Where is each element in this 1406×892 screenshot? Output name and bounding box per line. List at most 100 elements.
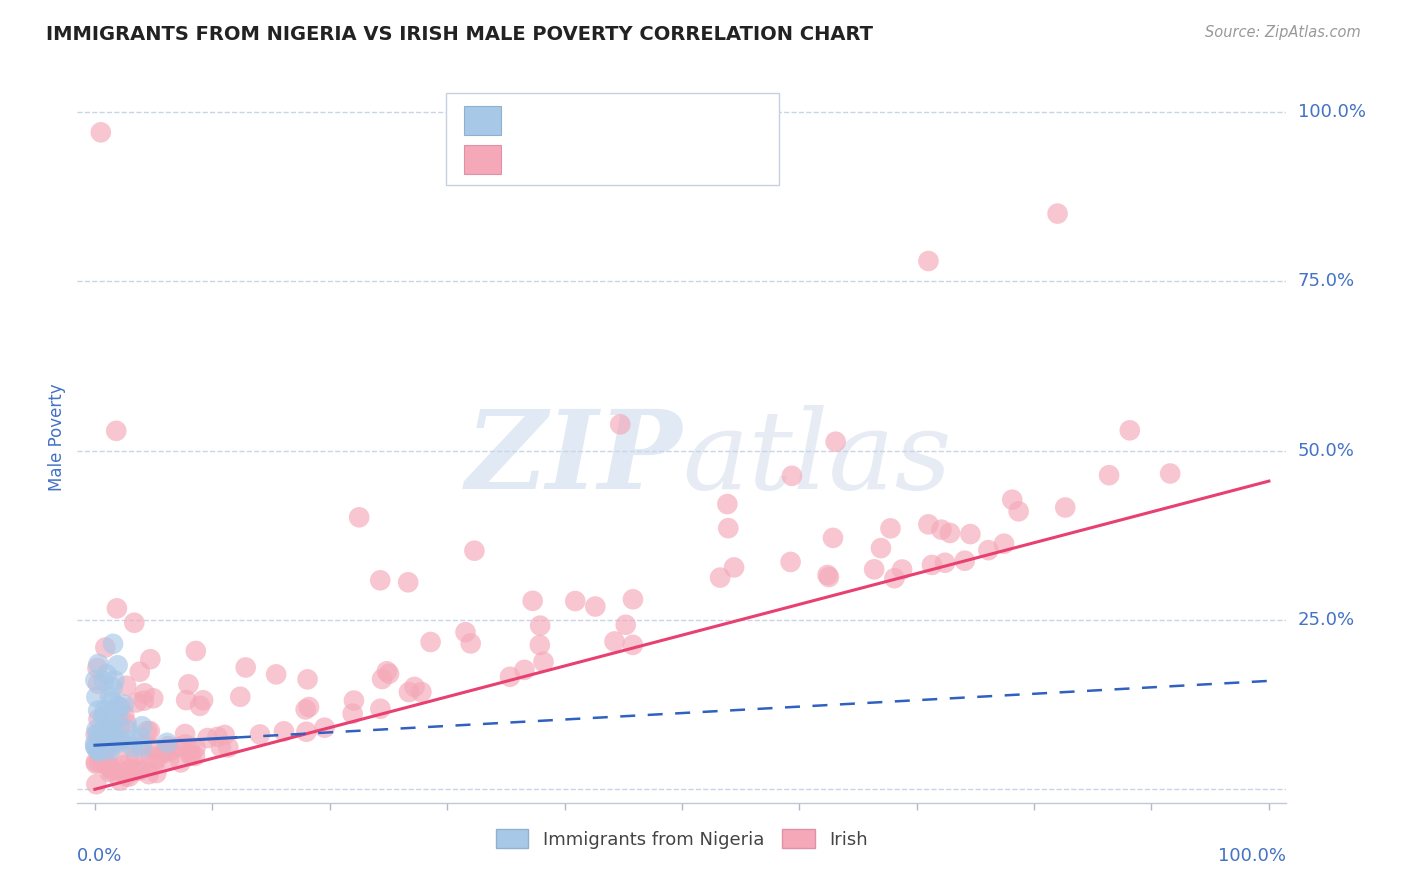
Point [142, 691, 165, 706]
Point [87, 712, 110, 726]
Point [1001, 492, 1024, 507]
Point [157, 739, 180, 753]
Point [879, 521, 901, 535]
Point [347, 510, 370, 524]
Point [621, 592, 644, 607]
Point [174, 727, 197, 741]
Point [621, 638, 644, 652]
Point [863, 562, 886, 576]
Point [93, 749, 115, 764]
Point [411, 685, 433, 699]
Point [142, 756, 165, 771]
Point [87, 704, 110, 718]
FancyBboxPatch shape [464, 145, 501, 174]
Point [105, 698, 128, 713]
Point [824, 434, 846, 449]
Point [84, 755, 107, 769]
Point [179, 747, 201, 762]
Point [84, 739, 107, 754]
Point [993, 537, 1015, 551]
Point [184, 740, 207, 755]
Point [93, 709, 115, 723]
Point [98, 765, 121, 780]
Point [131, 740, 153, 755]
Point [891, 562, 914, 576]
Point [343, 693, 366, 707]
Point [977, 543, 1000, 558]
Point [179, 742, 201, 756]
Point [98, 727, 121, 741]
Text: R = 0.057: R = 0.057 [515, 112, 613, 130]
Point [155, 746, 177, 760]
Point [953, 554, 976, 568]
Point [821, 531, 844, 545]
Point [143, 741, 166, 756]
Text: 100.0%: 100.0% [1298, 103, 1365, 121]
Point [779, 555, 801, 569]
Point [101, 694, 124, 708]
Point [1119, 423, 1142, 437]
Point [145, 766, 167, 780]
Point [264, 667, 287, 681]
Point [603, 634, 626, 648]
Point [112, 758, 135, 772]
Text: R = 0.555: R = 0.555 [515, 150, 613, 169]
Point [98, 761, 121, 775]
Point [101, 736, 124, 750]
Point [145, 752, 167, 766]
Point [460, 636, 482, 650]
Point [229, 690, 252, 704]
Point [87, 742, 110, 756]
Text: 25.0%: 25.0% [1298, 611, 1355, 629]
Point [564, 594, 586, 608]
Point [463, 543, 485, 558]
Point [91, 754, 114, 768]
Point [197, 731, 219, 745]
Point [375, 665, 398, 679]
Point [117, 723, 139, 737]
Point [513, 663, 536, 677]
Point [94, 733, 117, 747]
Point [529, 618, 551, 632]
Point [89, 725, 111, 739]
Point [314, 721, 336, 735]
Point [112, 698, 135, 712]
Point [297, 673, 319, 687]
Point [115, 733, 138, 747]
Point [153, 745, 176, 759]
Point [89, 745, 111, 759]
Point [609, 417, 631, 432]
Point [101, 681, 124, 695]
Point [98, 690, 121, 704]
Point [87, 677, 110, 691]
Y-axis label: Male Poverty: Male Poverty [48, 384, 66, 491]
Point [159, 743, 181, 757]
Point [84, 673, 107, 688]
Point [396, 575, 419, 590]
Point [1159, 467, 1181, 481]
Point [107, 711, 129, 725]
Point [184, 644, 207, 658]
Point [91, 747, 114, 761]
Point [97, 726, 120, 740]
Point [97, 719, 120, 733]
Point [124, 764, 146, 779]
Point [108, 735, 131, 749]
Point [174, 693, 197, 707]
Legend: Immigrants from Nigeria, Irish: Immigrants from Nigeria, Irish [489, 822, 875, 856]
Point [136, 724, 159, 739]
Point [191, 693, 214, 707]
Point [378, 666, 401, 681]
Text: IMMIGRANTS FROM NIGERIA VS IRISH MALE POVERTY CORRELATION CHART: IMMIGRANTS FROM NIGERIA VS IRISH MALE PO… [46, 25, 873, 44]
Point [716, 497, 738, 511]
Point [128, 665, 150, 679]
Point [295, 724, 318, 739]
Point [118, 770, 141, 784]
Point [818, 570, 841, 584]
Point [368, 574, 391, 588]
Point [934, 556, 956, 570]
Point [111, 765, 134, 780]
Point [84, 737, 107, 751]
Point [89, 735, 111, 749]
Point [103, 726, 125, 740]
